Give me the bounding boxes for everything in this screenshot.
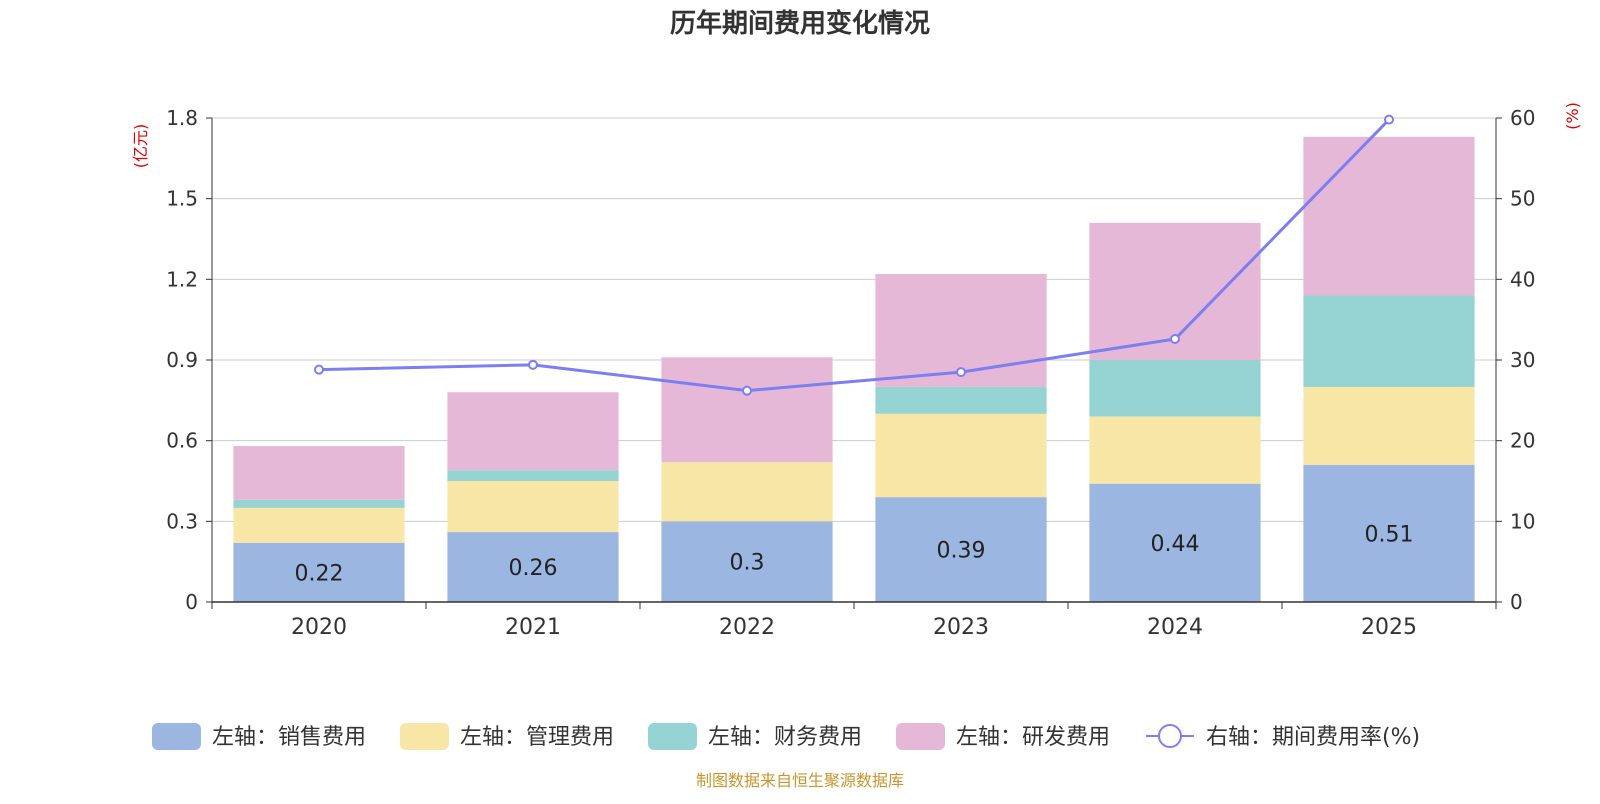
legend: 左轴：销售费用 左轴：管理费用 左轴：财务费用 左轴：研发费用 右轴：期间费用率(%) bbox=[152, 723, 1420, 750]
axes-layer: 0 0 0.3 10 0.6 20 0.9 30 1.2 40 1.5 50 1.8 60 2020 2021… bbox=[166, 106, 1535, 640]
bar-sales bbox=[1089, 483, 1261, 602]
x-tick-label: 2021 bbox=[505, 615, 561, 640]
x-tick-label: 2025 bbox=[1361, 615, 1417, 640]
legend-swatch-admin bbox=[400, 723, 449, 750]
bar-admin bbox=[661, 462, 833, 522]
rate-point bbox=[1170, 334, 1180, 345]
right-tick-label: 40 bbox=[1510, 267, 1535, 291]
grid-layer bbox=[212, 117, 1496, 522]
bars-layer bbox=[233, 136, 1475, 602]
labels-layer: 0.22 0.26 0.3 0.39 0.44 0.51 bbox=[295, 522, 1414, 586]
rate-line bbox=[318, 118, 1391, 393]
bar-admin bbox=[1303, 386, 1475, 465]
chart-title: 历年期间费用变化情况 bbox=[670, 8, 930, 39]
x-tick-label: 2023 bbox=[933, 615, 989, 640]
right-tick-label: 20 bbox=[1510, 429, 1535, 453]
bar-sales bbox=[233, 542, 405, 602]
left-tick-label: 1.5 bbox=[166, 187, 198, 211]
bar-data-label: 0.44 bbox=[1151, 532, 1200, 557]
bar-admin bbox=[447, 481, 619, 533]
source-note: 制图数据来自恒生聚源数据库 bbox=[696, 771, 904, 790]
left-tick-label: 0 bbox=[185, 590, 198, 614]
rate-point bbox=[314, 364, 324, 375]
bar-admin bbox=[875, 413, 1047, 498]
left-tick-label: 0.9 bbox=[166, 348, 198, 372]
bar-sales bbox=[661, 521, 833, 602]
right-axis-unit: (%) bbox=[1563, 102, 1582, 130]
bar-finance bbox=[233, 499, 405, 508]
line-layer bbox=[314, 114, 1394, 396]
bar-data-label: 0.22 bbox=[295, 561, 344, 586]
legend-swatch-rate-marker bbox=[1158, 724, 1182, 748]
x-tick-label: 2022 bbox=[719, 615, 775, 640]
legend-swatch-finance bbox=[648, 723, 697, 750]
bar-data-label: 0.51 bbox=[1365, 522, 1414, 547]
rate-point bbox=[1384, 114, 1394, 125]
left-tick-label: 1.8 bbox=[166, 106, 198, 130]
right-tick-label: 10 bbox=[1510, 509, 1535, 533]
legend-label-finance: 左轴：财务费用 bbox=[708, 725, 862, 750]
bar-sales bbox=[1303, 464, 1475, 602]
bar-admin bbox=[1089, 416, 1261, 484]
x-tick-label: 2024 bbox=[1147, 615, 1203, 640]
left-tick-label: 1.2 bbox=[166, 267, 198, 291]
bar-rnd bbox=[1303, 136, 1475, 296]
bar-finance bbox=[875, 386, 1047, 414]
x-tick-label: 2020 bbox=[291, 615, 347, 640]
right-tick-label: 30 bbox=[1510, 348, 1535, 372]
bar-data-label: 0.3 bbox=[730, 551, 765, 576]
bar-data-label: 0.39 bbox=[937, 539, 986, 564]
bar-rnd bbox=[233, 446, 405, 500]
legend-label-rnd: 左轴：研发费用 bbox=[956, 725, 1110, 750]
legend-label-admin: 左轴：管理费用 bbox=[460, 725, 614, 750]
right-tick-label: 60 bbox=[1510, 106, 1535, 130]
legend-swatch-rnd bbox=[896, 723, 945, 750]
rate-point bbox=[528, 359, 538, 370]
legend-label-sales: 左轴：销售费用 bbox=[212, 725, 366, 750]
bar-sales bbox=[447, 532, 619, 602]
bar-data-label: 0.26 bbox=[509, 556, 558, 581]
left-axis-unit: (亿元) bbox=[131, 124, 150, 169]
right-tick-label: 50 bbox=[1510, 187, 1535, 211]
bar-finance bbox=[1089, 360, 1261, 417]
left-tick-label: 0.6 bbox=[166, 429, 198, 453]
bar-admin bbox=[233, 507, 405, 543]
right-tick-label: 0 bbox=[1510, 590, 1523, 614]
bar-rnd bbox=[661, 357, 833, 463]
bar-finance bbox=[1303, 295, 1475, 387]
rate-point bbox=[956, 367, 966, 378]
bar-sales bbox=[875, 497, 1047, 602]
bar-rnd bbox=[447, 392, 619, 471]
left-tick-label: 0.3 bbox=[166, 509, 198, 533]
legend-label-rate: 右轴：期间费用率(%) bbox=[1206, 725, 1420, 750]
legend-swatch-sales bbox=[152, 723, 201, 750]
bar-finance bbox=[447, 470, 619, 481]
rate-point bbox=[742, 385, 752, 396]
